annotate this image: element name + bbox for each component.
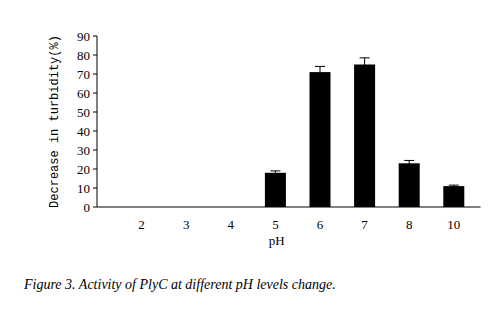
error-cap	[360, 57, 370, 58]
y-tick	[93, 112, 97, 113]
bar	[310, 72, 331, 207]
error-cap	[404, 160, 414, 161]
error-cap	[270, 170, 280, 171]
y-axis-label: Decrease in turbidity(%)	[48, 35, 62, 208]
y-tick-label: 60	[77, 86, 90, 101]
y-axis-line	[97, 36, 98, 207]
y-tick-label: 70	[77, 67, 90, 82]
x-tick-label: 6	[317, 217, 324, 232]
x-axis-label: pH	[269, 233, 285, 248]
y-tick-label: 0	[84, 200, 91, 215]
error-stem	[409, 160, 410, 166]
x-tick-label: 7	[361, 217, 368, 232]
caption: Figure 3. Activity of PlyC at different …	[23, 277, 336, 292]
y-tick	[93, 150, 97, 151]
y-tick	[93, 74, 97, 75]
x-tick-label: 3	[183, 217, 190, 232]
y-tick	[93, 169, 97, 170]
error-bar	[315, 66, 325, 77]
y-tick-label: 10	[77, 181, 90, 196]
y-tick	[93, 93, 97, 94]
chart-svg: 0 10 20 30 40 50 60 70 80 90 2 3 4 5 6 7 8 10 pH Decrease i…	[0, 0, 494, 311]
y-tick-label: 50	[77, 105, 90, 120]
error-cap	[449, 185, 459, 186]
x-tick-label: 5	[272, 217, 279, 232]
bar	[399, 163, 420, 207]
error-bar	[404, 160, 414, 166]
y-tick-label: 20	[77, 162, 90, 177]
chart-container: 0 10 20 30 40 50 60 70 80 90 2 3 4 5 6 7 8 10 pH Decrease i…	[0, 0, 494, 311]
bar	[443, 186, 464, 207]
x-axis-line	[97, 207, 481, 208]
error-bar	[270, 171, 280, 175]
y-tick	[93, 207, 97, 208]
x-tick-label: 8	[406, 217, 413, 232]
bar	[265, 173, 286, 207]
error-stem	[275, 171, 276, 175]
error-stem	[364, 58, 365, 71]
x-tick-label: 2	[138, 217, 145, 232]
y-tick-label: 30	[77, 143, 90, 158]
y-tick-label: 40	[77, 124, 90, 139]
error-bar	[449, 185, 459, 187]
bar	[354, 65, 375, 208]
y-tick	[93, 55, 97, 56]
y-tick-label: 90	[77, 29, 90, 44]
y-tick-label: 80	[77, 48, 90, 63]
y-tick	[93, 131, 97, 132]
error-stem	[320, 66, 321, 77]
x-tick-label: 10	[447, 217, 460, 232]
error-cap	[315, 66, 325, 67]
bars	[265, 58, 464, 207]
x-tick-label: 4	[228, 217, 235, 232]
y-tick	[93, 36, 97, 37]
y-tick	[93, 188, 97, 189]
error-bar	[360, 58, 370, 71]
